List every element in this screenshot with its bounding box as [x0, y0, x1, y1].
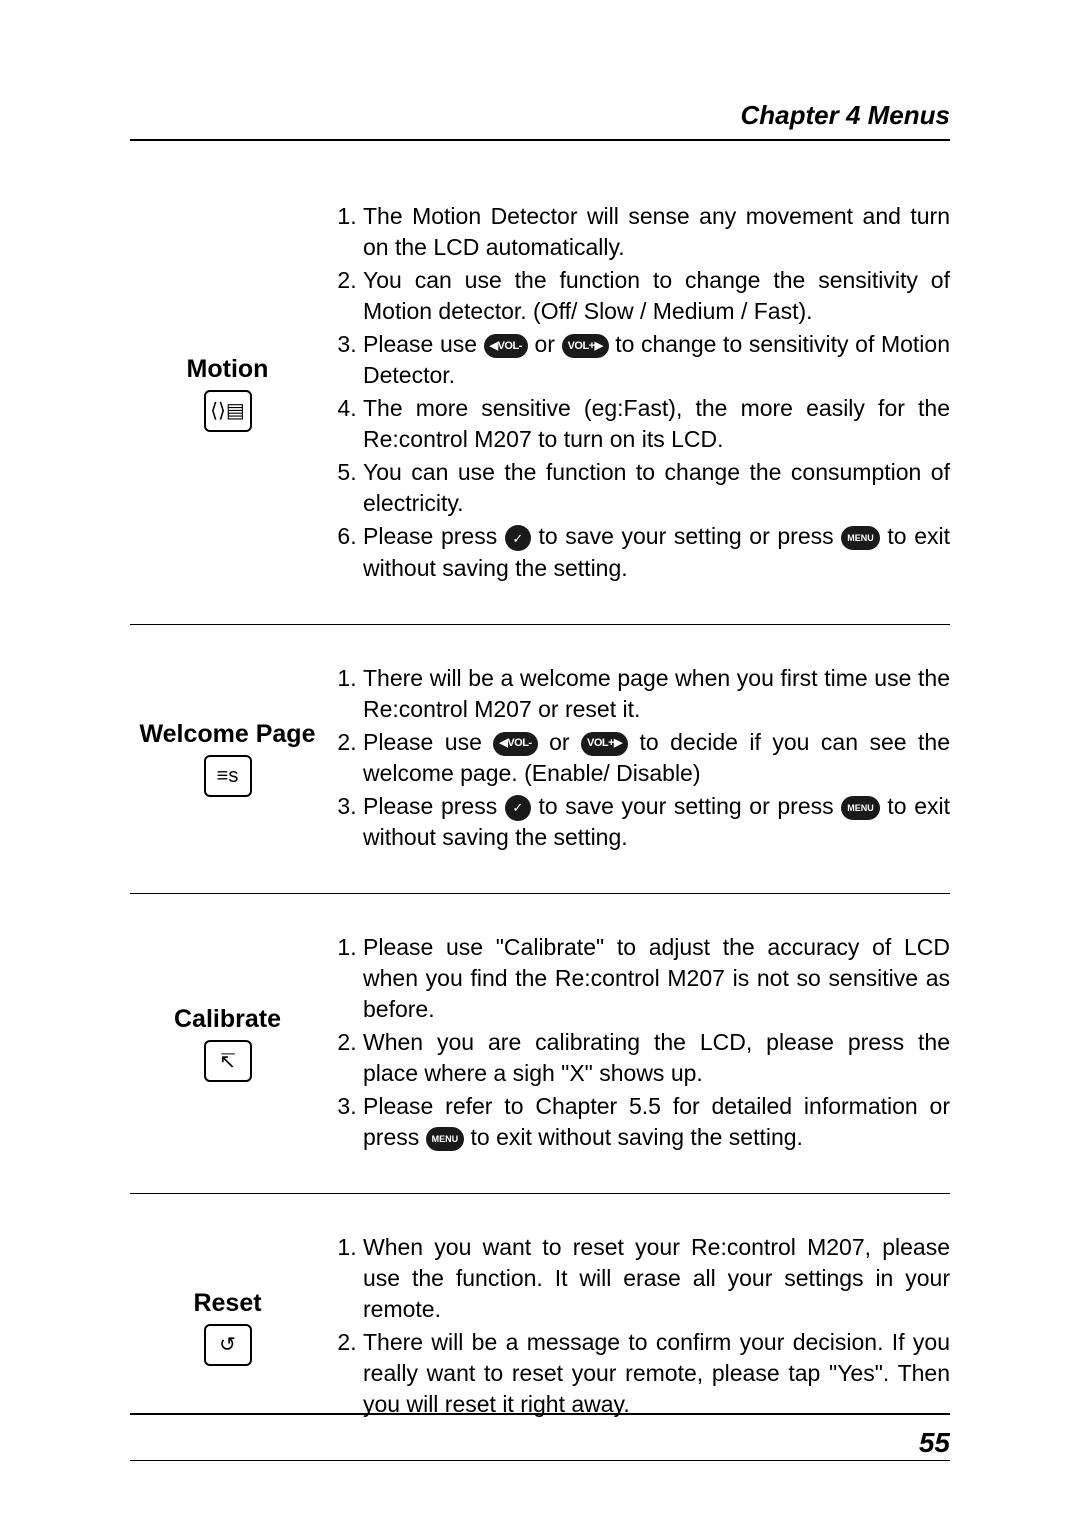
reset-icon: ↺ — [204, 1324, 252, 1366]
section-motion: Motion ⟨⟩▤ The Motion Detector will sense … — [130, 201, 950, 625]
instruction-item: Please use ◀VOL- or VOL+▶ to change to s… — [363, 329, 950, 391]
section-label-col: Calibrate ↸ — [130, 932, 335, 1155]
instruction-item: You can use the function to change the c… — [363, 457, 950, 519]
section-label-col: Welcome Page ≡s — [130, 663, 335, 855]
section-title: Calibrate — [174, 1005, 281, 1034]
motion-icon: ⟨⟩▤ — [204, 390, 252, 432]
menu-button-icon: MENU — [841, 796, 880, 820]
instruction-list: When you want to reset your Re:control M… — [335, 1232, 950, 1420]
instruction-item: When you are calibrating the LCD, please… — [363, 1027, 950, 1089]
instruction-item: You can use the function to change the s… — [363, 265, 950, 327]
section-calibrate: Calibrate ↸ Please use "Calibrate" to adju… — [130, 932, 950, 1194]
instruction-item: There will be a welcome page when you fi… — [363, 663, 950, 725]
instruction-item: Please refer to Chapter 5.5 for detailed… — [363, 1091, 950, 1153]
instruction-item: Please use "Calibrate" to adjust the acc… — [363, 932, 950, 1025]
section-title: Welcome Page — [139, 720, 315, 749]
instruction-item: Please press ✓ to save your setting or p… — [363, 521, 950, 583]
welcome-page-icon: ≡s — [204, 755, 252, 797]
menu-button-icon: MENU — [841, 526, 880, 550]
confirm-button-icon: ✓ — [505, 525, 531, 551]
confirm-button-icon: ✓ — [505, 795, 531, 821]
page-number: 55 — [130, 1413, 950, 1459]
instruction-item: The more sensitive (eg:Fast), the more e… — [363, 393, 950, 455]
section-label-col: Reset ↺ — [130, 1232, 335, 1422]
instruction-item: When you want to reset your Re:control M… — [363, 1232, 950, 1325]
volPlus-button-icon: VOL+▶ — [562, 334, 609, 358]
section-content: Please use "Calibrate" to adjust the acc… — [335, 932, 950, 1155]
section-content: There will be a welcome page when you fi… — [335, 663, 950, 855]
volMinus-button-icon: ◀VOL- — [493, 732, 537, 756]
volMinus-button-icon: ◀VOL- — [484, 334, 528, 358]
section-title: Motion — [187, 355, 269, 384]
menu-button-icon: MENU — [426, 1127, 465, 1151]
instruction-item: There will be a message to confirm your … — [363, 1327, 950, 1420]
instruction-list: There will be a welcome page when you fi… — [335, 663, 950, 853]
instruction-item: Please press ✓ to save your setting or p… — [363, 791, 950, 853]
chapter-header: Chapter 4 Menus — [130, 100, 950, 141]
instruction-list: The Motion Detector will sense any movem… — [335, 201, 950, 584]
section-title: Reset — [193, 1289, 261, 1318]
section-label-col: Motion ⟨⟩▤ — [130, 201, 335, 586]
volPlus-button-icon: VOL+▶ — [581, 732, 628, 756]
section-content: When you want to reset your Re:control M… — [335, 1232, 950, 1422]
instruction-list: Please use "Calibrate" to adjust the acc… — [335, 932, 950, 1153]
section-welcome-page: Welcome Page ≡s There will be a welcome pa… — [130, 663, 950, 894]
section-content: The Motion Detector will sense any movem… — [335, 201, 950, 586]
instruction-item: The Motion Detector will sense any movem… — [363, 201, 950, 263]
instruction-item: Please use ◀VOL- or VOL+▶ to decide if y… — [363, 727, 950, 789]
calibrate-icon: ↸ — [204, 1040, 252, 1082]
